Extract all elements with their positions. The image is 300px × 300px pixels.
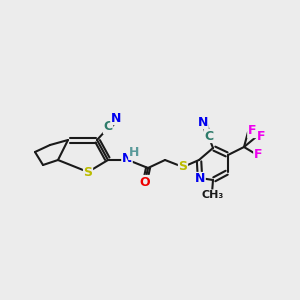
Text: F: F <box>257 130 265 143</box>
Text: CH₃: CH₃ <box>202 190 224 200</box>
Text: N: N <box>198 116 208 128</box>
Text: F: F <box>254 148 262 160</box>
Text: S: S <box>83 166 92 178</box>
Text: F: F <box>248 124 256 137</box>
Text: N: N <box>111 112 121 124</box>
Text: S: S <box>178 160 188 173</box>
Text: C: C <box>204 130 214 142</box>
Text: N: N <box>195 172 205 185</box>
Text: H: H <box>129 146 139 160</box>
Text: C: C <box>103 121 112 134</box>
Text: O: O <box>140 176 150 188</box>
Text: N: N <box>122 152 132 166</box>
